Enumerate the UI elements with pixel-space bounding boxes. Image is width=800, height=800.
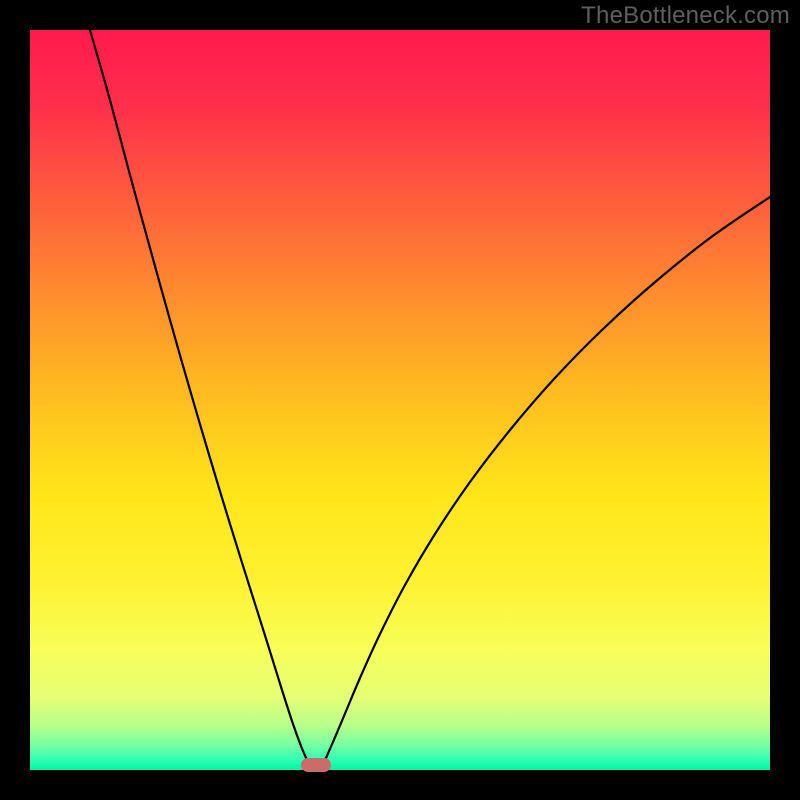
optimal-marker xyxy=(301,758,331,772)
plot-area xyxy=(30,30,770,770)
watermark-text: TheBottleneck.com xyxy=(581,2,790,30)
chart-frame: TheBottleneck.com xyxy=(0,0,800,800)
